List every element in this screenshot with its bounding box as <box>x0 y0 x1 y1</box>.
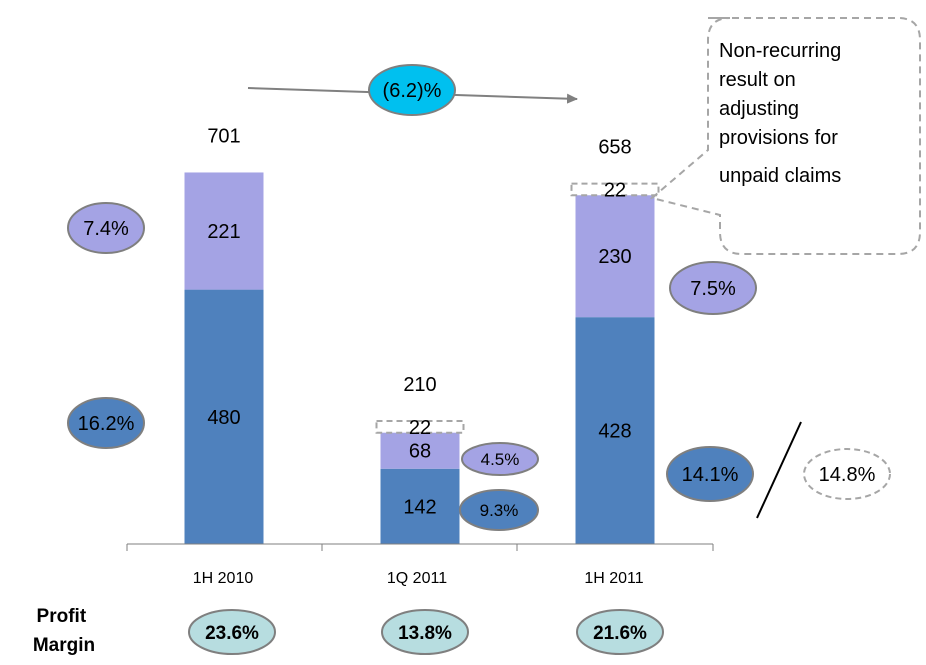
margin-label-lower: 9.3% <box>480 501 519 520</box>
x-tick-label: 1H 2010 <box>193 570 254 587</box>
change-pill <box>368 64 456 116</box>
margin-pill-lower <box>666 446 754 502</box>
bar-segment-lower <box>575 317 655 544</box>
bar-segment-upper <box>184 172 264 290</box>
margin-label-alt: 14.8% <box>819 464 876 486</box>
bar-segment-adjustment <box>375 420 465 434</box>
margin-pill-upper <box>67 202 145 254</box>
callout-text: Non-recurring result on adjusting provis… <box>719 40 847 187</box>
callout-line: result on <box>719 69 796 91</box>
slash-divider <box>756 421 802 519</box>
bar-segment-upper <box>575 195 655 318</box>
bar-upper-label: 230 <box>598 246 631 268</box>
bar-segment-upper <box>380 432 460 469</box>
bar-total-label: 701 <box>207 125 240 147</box>
profit-margin-pill <box>188 609 276 655</box>
x-tick-label: 1H 2011 <box>584 570 643 587</box>
margin-label-upper: 7.5% <box>690 278 736 300</box>
margin-label-upper: 4.5% <box>481 450 520 469</box>
margin-pill-alt <box>803 448 891 500</box>
callout-line: unpaid claims <box>719 165 841 187</box>
margin-pill-upper <box>461 442 539 476</box>
callout-line: adjusting <box>719 98 799 120</box>
profit-margin-label-line: Profit <box>37 606 87 627</box>
margin-label-lower: 14.1% <box>682 464 739 486</box>
bar-upper-label: 221 <box>207 221 240 243</box>
profit-margin-label: Profit Margin <box>33 606 95 656</box>
bar-total-label: 658 <box>598 137 631 159</box>
profit-margin-label-line: Margin <box>33 635 95 656</box>
callout-bubble <box>649 17 921 255</box>
bar-segment-lower <box>380 468 460 544</box>
bar-lower-label: 142 <box>403 496 436 518</box>
profit-margin-pill <box>576 609 664 655</box>
bar-upper-label: 68 <box>409 441 431 463</box>
profit-margin-value: 13.8% <box>398 623 452 644</box>
bar-total-label: 210 <box>403 374 436 396</box>
profit-margin-pill <box>381 609 469 655</box>
x-tick-label: 1Q 2011 <box>387 570 447 587</box>
profit-margin-value: 23.6% <box>205 623 259 644</box>
callout-line: Non-recurring <box>719 40 841 62</box>
bar-segment-lower <box>184 289 264 544</box>
margin-label-lower: 16.2% <box>78 413 135 435</box>
margin-pill-lower <box>67 397 145 449</box>
bar-lower-label: 428 <box>598 421 631 443</box>
bar-segment-adjustment <box>570 182 660 197</box>
margin-pill-lower <box>459 489 539 531</box>
change-label: (6.2)% <box>383 80 442 102</box>
bar-adjustment-label: 22 <box>604 179 626 201</box>
callout-line: provisions for <box>719 127 838 149</box>
margin-pill-upper <box>669 261 757 315</box>
bar-adjustment-label: 22 <box>409 417 431 439</box>
margin-label-upper: 7.4% <box>83 218 129 240</box>
profit-margin-value: 21.6% <box>593 623 647 644</box>
bar-lower-label: 480 <box>207 407 240 429</box>
